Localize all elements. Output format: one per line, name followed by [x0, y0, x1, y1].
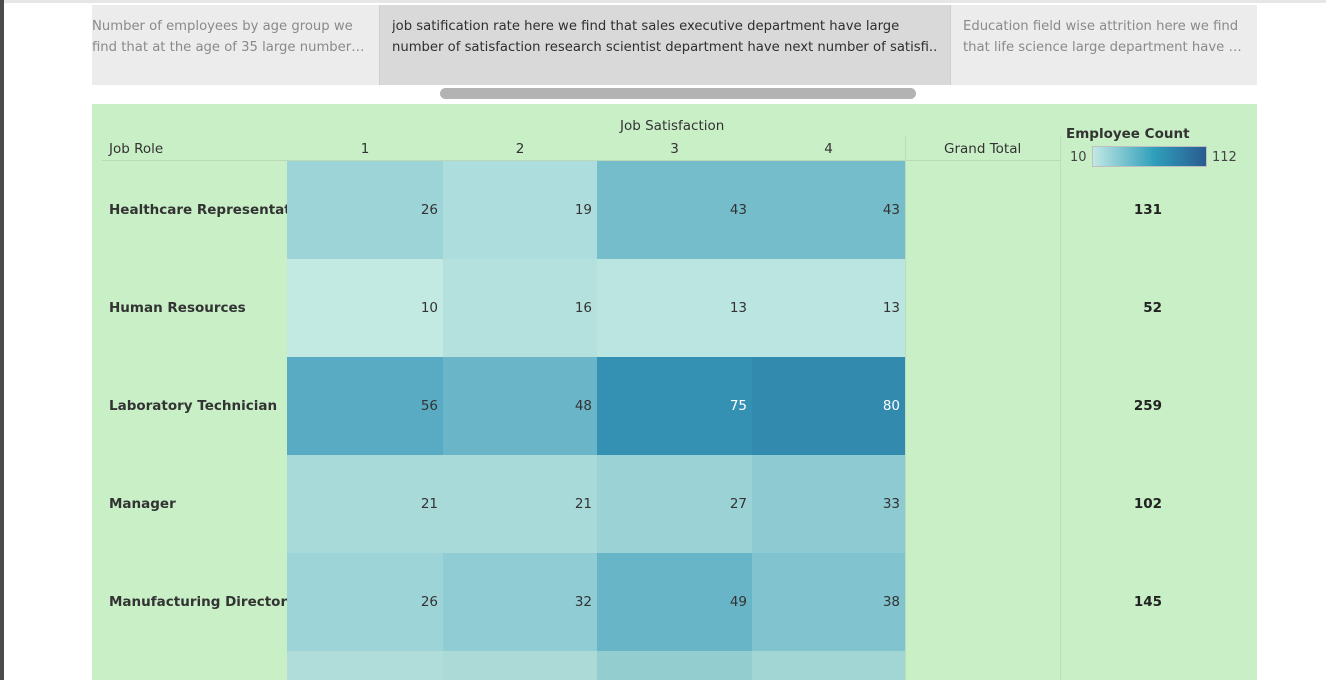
grand-total-value: 102: [1133, 496, 1162, 512]
heatmap-cell[interactable]: 32: [443, 553, 597, 651]
grand-total-header: Grand Total: [944, 141, 1022, 157]
story-navigator: Number of employees by age group we find…: [92, 5, 1257, 85]
heatmap-cell[interactable]: 56: [287, 357, 443, 455]
story-point-1-text: Number of employees by age group we find…: [92, 19, 353, 55]
row-label: Manufacturing Director: [109, 594, 288, 610]
heatmap-dashboard: Job Satisfaction Job Role Grand Total Em…: [92, 104, 1257, 680]
row-header-title: Job Role: [109, 141, 164, 157]
story-point-2-text: job satification rate here we find that …: [392, 19, 938, 55]
heatmap-cell-partial: [597, 651, 752, 680]
heatmap-cell[interactable]: 21: [443, 455, 597, 553]
column-header-4: 4: [824, 141, 833, 157]
heatmap-cell[interactable]: 80: [752, 357, 905, 455]
heatmap-cell[interactable]: 16: [443, 259, 597, 357]
row-label: Human Resources: [109, 300, 246, 316]
row-label: Laboratory Technician: [109, 398, 278, 414]
heatmap-cell[interactable]: 10: [287, 259, 443, 357]
story-point-3[interactable]: Education field wise attrition here we f…: [951, 5, 1257, 85]
grand-total-value: 259: [1133, 398, 1162, 414]
heatmap-cell[interactable]: 21: [287, 455, 443, 553]
legend-min-label: 10: [1070, 150, 1087, 165]
column-header-title: Job Satisfaction: [620, 118, 725, 134]
column-header-3: 3: [670, 141, 679, 157]
story-point-2[interactable]: job satification rate here we find that …: [379, 5, 951, 85]
heatmap-cell-partial: [287, 651, 443, 680]
table-header: Job Satisfaction Job Role Grand Total: [92, 104, 1257, 161]
story-scrollbar-thumb[interactable]: [440, 88, 916, 99]
heatmap-cell[interactable]: 27: [597, 455, 752, 553]
row-label: Healthcare Representative: [109, 202, 314, 218]
heatmap-cell[interactable]: 26: [287, 161, 443, 259]
column-divider: [1060, 136, 1061, 680]
story-scrollbar[interactable]: [92, 86, 1257, 100]
heatmap-cell[interactable]: 43: [597, 161, 752, 259]
story-point-1[interactable]: Number of employees by age group we find…: [92, 5, 379, 85]
heatmap-cell[interactable]: 13: [752, 259, 905, 357]
heatmap-cell[interactable]: 33: [752, 455, 905, 553]
top-border: [4, 0, 1326, 3]
heatmap-cell[interactable]: 38: [752, 553, 905, 651]
column-divider: [905, 136, 906, 680]
grand-total-value: 52: [1143, 300, 1162, 316]
column-header-2: 2: [515, 141, 525, 157]
grand-total-value: 131: [1133, 202, 1162, 218]
heatmap-cell-partial: [752, 651, 905, 680]
legend-title: Employee Count: [1066, 126, 1190, 142]
heatmap-cell[interactable]: 13: [597, 259, 752, 357]
legend-max-label: 112: [1212, 150, 1237, 165]
heatmap-cell[interactable]: 19: [443, 161, 597, 259]
legend-color-ramp: [1092, 146, 1207, 167]
row-label: Manager: [109, 496, 176, 512]
header-divider: [102, 160, 1060, 161]
heatmap-cell[interactable]: 26: [287, 553, 443, 651]
heatmap-cell-partial: [443, 651, 597, 680]
heatmap-cell[interactable]: 49: [597, 553, 752, 651]
story-point-3-text: Education field wise attrition here we f…: [963, 19, 1241, 55]
grand-total-value: 145: [1133, 594, 1162, 610]
heatmap-cell[interactable]: 48: [443, 357, 597, 455]
heatmap-cell[interactable]: 43: [752, 161, 905, 259]
window-left-border: [0, 0, 4, 680]
column-header-1: 1: [360, 141, 370, 157]
heatmap-cell[interactable]: 75: [597, 357, 752, 455]
